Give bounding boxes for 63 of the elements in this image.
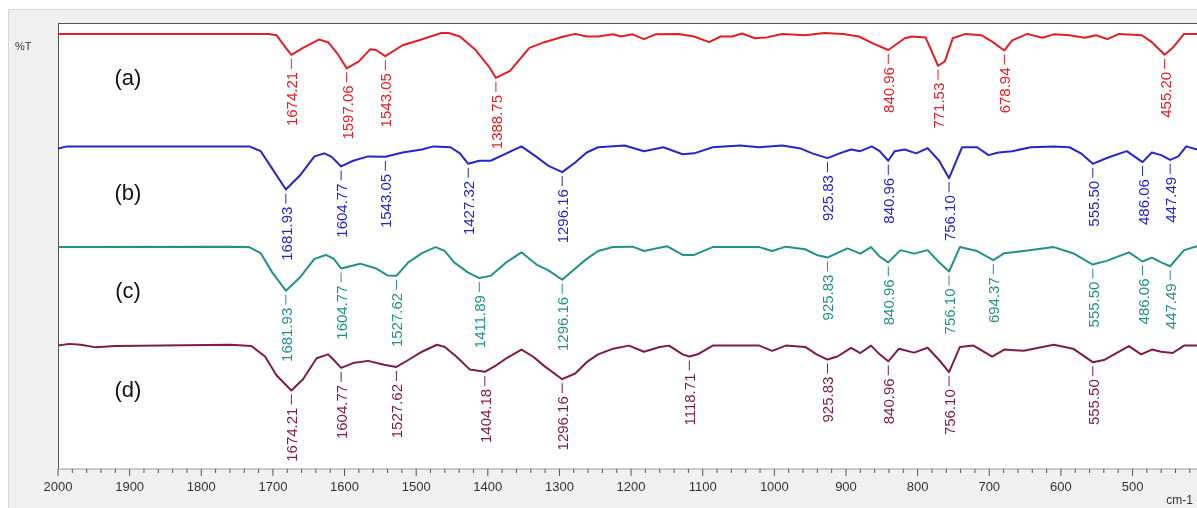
- x-tick-label: 1600: [330, 479, 359, 494]
- annotation: 1604.77: [332, 384, 350, 440]
- annotation: 840.96: [879, 67, 897, 113]
- annotation: 1527.62: [387, 383, 405, 439]
- annotation: 1411.89: [470, 295, 488, 349]
- annotation: 1597.06: [338, 85, 356, 140]
- annotation: 925.83: [818, 376, 836, 423]
- x-tick-label: 1800: [186, 479, 216, 494]
- annotation: 1388.75: [487, 94, 505, 150]
- annotation: 1681.93: [277, 307, 295, 362]
- annotation: 756.10: [940, 288, 958, 335]
- annotation: 756.10: [940, 389, 958, 436]
- annotation: 1404.18: [476, 388, 494, 444]
- series-label: (a): [114, 64, 142, 90]
- annotation: 1604.77: [332, 183, 350, 238]
- annotation: 771.53: [929, 82, 947, 129]
- annotation: 678.94: [995, 67, 1013, 114]
- annotation: 1674.21: [282, 71, 300, 127]
- annotation: 756.10: [940, 195, 958, 242]
- series-label: (d): [114, 376, 142, 402]
- annotation: 455.20: [1156, 71, 1174, 118]
- x-tick-label: 1000: [759, 479, 789, 494]
- x-axis-title: cm-1: [1166, 493, 1193, 507]
- annotation: 447.49: [1161, 176, 1179, 223]
- x-tick-label: 800: [906, 479, 929, 494]
- annotation: 1296.16: [553, 296, 571, 352]
- annotation: 840.96: [879, 177, 897, 224]
- annotation: 1674.21: [282, 407, 300, 462]
- annotation: 555.50: [1084, 379, 1102, 426]
- annotation: 1296.16: [553, 189, 571, 244]
- annotation: 925.83: [818, 274, 836, 321]
- annotation: 840.96: [879, 378, 897, 425]
- series-label: (c): [115, 277, 141, 303]
- annotation: 925.83: [818, 175, 836, 222]
- series-label: (b): [114, 179, 142, 205]
- annotation: 555.50: [1084, 180, 1102, 227]
- x-tick-label: 2000: [43, 479, 73, 494]
- annotation: 1604.77: [332, 285, 350, 340]
- annotation: 840.96: [879, 279, 897, 326]
- x-tick-label: 500: [1121, 479, 1144, 494]
- x-tick-label: 900: [835, 479, 857, 494]
- annotation: 1118.71: [680, 373, 698, 426]
- annotation: 486.06: [1134, 278, 1152, 325]
- annotation: 1681.93: [277, 206, 295, 261]
- annotation: 1527.62: [387, 292, 405, 348]
- annotation: 694.37: [984, 277, 1002, 324]
- x-tick-label: 1400: [473, 479, 503, 494]
- x-tick-label: 1900: [115, 479, 145, 494]
- x-tick-label: 1100: [688, 479, 717, 494]
- x-tick-label: 600: [1050, 479, 1072, 494]
- x-tick-label: 1500: [401, 479, 431, 494]
- annotation: 1296.16: [553, 396, 571, 451]
- x-tick-label: 1300: [544, 479, 574, 494]
- annotation: 447.49: [1161, 283, 1179, 330]
- annotation: 1427.32: [459, 180, 477, 236]
- x-tick-label: 1700: [258, 479, 288, 494]
- annotation: 555.50: [1084, 281, 1102, 328]
- y-axis-title: %T: [15, 40, 32, 52]
- x-tick-label: 1200: [616, 479, 646, 494]
- annotation: 486.06: [1134, 179, 1152, 225]
- x-tick-label: 700: [978, 479, 1001, 494]
- annotation: 1543.05: [376, 173, 394, 229]
- annotation: 1543.05: [376, 73, 394, 128]
